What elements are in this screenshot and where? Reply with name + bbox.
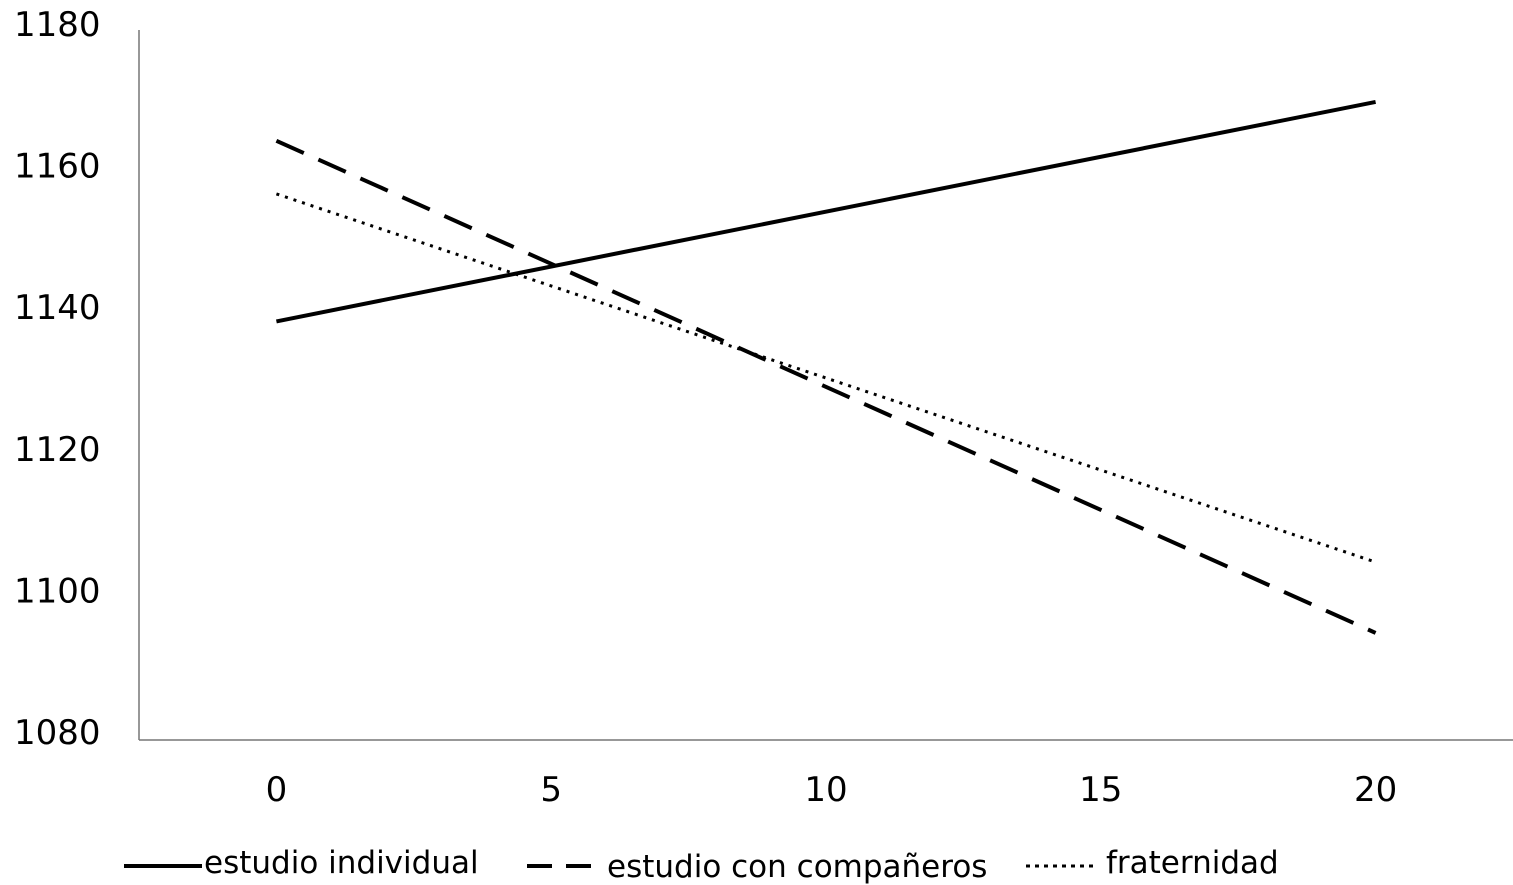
y-tick-label: 1180 xyxy=(14,5,101,45)
legend-item-estudio-con-companeros: estudio con compañeros xyxy=(527,849,987,885)
series-line-dashed xyxy=(275,138,1377,635)
legend-item-estudio-individual: estudio individual xyxy=(124,845,479,881)
y-tick-labels: 1080 1100 1120 1140 1160 1180 xyxy=(14,5,101,753)
series-line-dotted xyxy=(275,192,1377,564)
y-tick-label: 1100 xyxy=(14,571,101,611)
x-tick-labels: 0 5 10 15 20 xyxy=(266,770,1398,810)
series-line-solid xyxy=(276,99,1376,324)
legend-label-estudio-con-companeros: estudio con compañeros xyxy=(607,849,987,885)
legend-label-estudio-individual: estudio individual xyxy=(204,845,479,881)
x-tick-label: 5 xyxy=(540,770,562,810)
x-tick-label: 15 xyxy=(1079,770,1122,810)
legend-item-fraternidad: fraternidad xyxy=(1026,845,1279,881)
y-tick-label: 1140 xyxy=(14,288,101,328)
legend-label-fraternidad: fraternidad xyxy=(1106,845,1279,881)
legend: estudio individual estudio con compañero… xyxy=(124,845,1279,885)
x-tick-label: 0 xyxy=(266,770,288,810)
x-tick-label: 20 xyxy=(1354,770,1397,810)
y-tick-label: 1120 xyxy=(14,430,101,470)
y-tick-label: 1160 xyxy=(14,147,101,187)
y-tick-label: 1080 xyxy=(14,713,101,753)
series-lines xyxy=(275,99,1377,635)
x-tick-label: 10 xyxy=(804,770,847,810)
